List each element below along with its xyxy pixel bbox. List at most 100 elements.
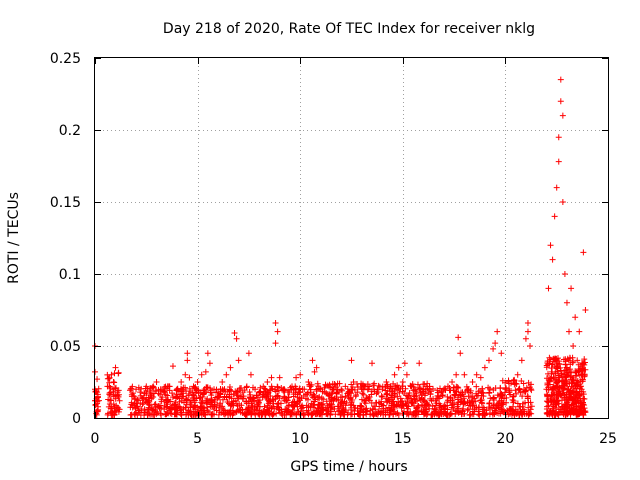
data-point: [566, 369, 573, 376]
x-axis-label: GPS time / hours: [290, 459, 407, 475]
data-point: [502, 379, 509, 386]
data-point: [281, 397, 288, 404]
data-point: [311, 392, 318, 399]
data-point: [405, 392, 412, 399]
data-point: [128, 399, 135, 406]
data-point: [249, 403, 256, 410]
data-point: [285, 394, 292, 401]
data-point: [526, 384, 533, 391]
data-point: [349, 411, 356, 418]
data-point: [577, 383, 584, 390]
data-point: [545, 370, 552, 377]
data-point: [274, 328, 281, 335]
data-point: [422, 390, 429, 397]
y-tick-label: 0.1: [59, 267, 81, 283]
data-point: [493, 402, 500, 409]
data-point: [570, 343, 577, 349]
data-point: [550, 375, 557, 382]
data-point: [412, 386, 419, 393]
data-point: [372, 410, 379, 417]
data-point: [228, 395, 235, 402]
data-point: [327, 396, 334, 403]
data-point: [321, 389, 328, 396]
data-point: [446, 412, 453, 419]
data-point: [421, 410, 428, 417]
data-point: [417, 385, 424, 392]
data-point: [369, 360, 376, 367]
data-point: [274, 384, 281, 391]
data-point: [219, 386, 226, 393]
data-point: [298, 403, 305, 410]
data-point: [551, 356, 558, 363]
data-point: [106, 400, 113, 407]
data-point: [487, 395, 494, 402]
data-point: [268, 374, 275, 381]
x-tick-label: 5: [193, 431, 202, 447]
data-point: [326, 391, 333, 398]
data-point: [233, 389, 240, 396]
data-point: [581, 356, 588, 363]
data-point: [402, 385, 409, 392]
data-point: [293, 374, 300, 381]
data-point: [310, 391, 317, 398]
data-point: [310, 409, 317, 416]
data-point: [132, 404, 139, 411]
data-point: [349, 383, 356, 390]
data-point: [475, 388, 482, 395]
data-point: [428, 411, 435, 418]
data-point: [473, 371, 480, 378]
data-point: [194, 379, 201, 385]
data-point: [148, 411, 155, 418]
data-point: [190, 391, 197, 398]
data-point: [379, 386, 386, 393]
data-point: [219, 379, 226, 385]
x-tick-label: 0: [91, 431, 100, 447]
data-point: [391, 393, 398, 400]
data-point: [248, 399, 255, 406]
data-point: [309, 357, 316, 364]
data-point: [524, 328, 531, 335]
data-point: [561, 405, 568, 412]
data-point: [143, 383, 150, 390]
data-point: [375, 389, 382, 396]
data-point: [174, 408, 181, 415]
data-point: [313, 364, 320, 371]
data-point: [200, 404, 207, 411]
data-point: [498, 390, 505, 397]
data-point: [568, 383, 575, 390]
x-tick-label: 20: [496, 431, 514, 447]
data-point: [510, 397, 517, 404]
data-point: [128, 385, 135, 392]
data-point: [172, 399, 179, 406]
data-point: [220, 410, 227, 417]
data-point: [240, 395, 247, 402]
data-point: [211, 386, 218, 393]
data-point: [516, 403, 523, 410]
data-point: [491, 401, 498, 408]
data-point: [451, 392, 458, 399]
data-point: [179, 393, 186, 400]
data-point: [211, 398, 218, 405]
data-point: [506, 405, 513, 412]
data-point: [339, 404, 346, 411]
data-point: [412, 408, 419, 415]
data-point: [229, 411, 236, 418]
data-point: [570, 394, 577, 401]
data-point: [572, 314, 579, 321]
data-point: [264, 406, 271, 413]
data-point: [105, 403, 112, 410]
data-point: [494, 328, 501, 335]
data-point: [245, 350, 252, 357]
data-point: [331, 405, 338, 412]
data-point: [185, 390, 192, 397]
data-point: [567, 387, 574, 394]
data-point: [546, 354, 553, 361]
data-point: [434, 389, 441, 396]
data-point: [566, 393, 573, 400]
data-point: [402, 400, 409, 407]
data-point: [492, 340, 499, 347]
data-point: [568, 408, 575, 415]
data-point: [260, 407, 267, 414]
data-point: [420, 386, 427, 393]
data-point: [416, 360, 423, 367]
